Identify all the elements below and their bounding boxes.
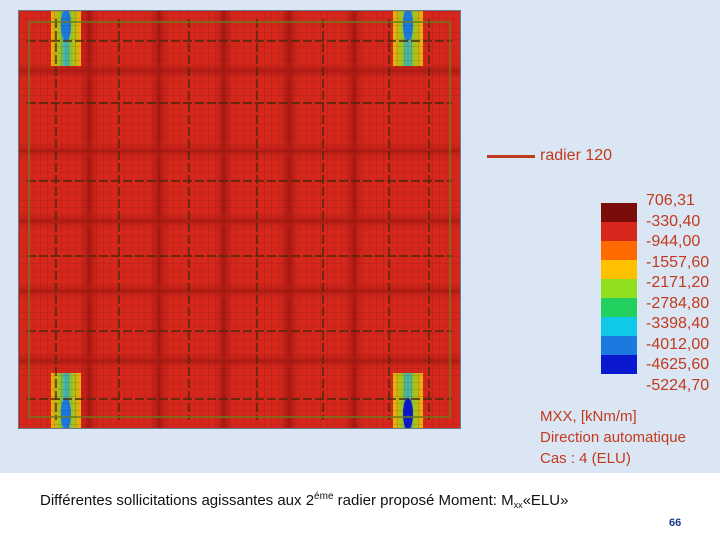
color-scale — [601, 203, 637, 374]
result-info: MXX, [kNm/m] Direction automatique Cas :… — [540, 406, 686, 469]
scale-swatch — [601, 241, 637, 260]
scale-value: -4625,60 — [646, 356, 710, 373]
legend-line-swatch — [487, 155, 535, 158]
scale-value: -330,40 — [646, 212, 701, 230]
scale-value: -1557,60 — [646, 253, 710, 271]
load-case: Cas : 4 (ELU) — [540, 450, 631, 467]
beam-lines — [27, 19, 452, 420]
model-viewport: radier 120 706,31 -330,40 -944,00 -1557,60 -… — [0, 0, 720, 473]
moment-map-plate — [18, 10, 461, 429]
scale-swatch — [601, 317, 637, 336]
color-scale-values: 706,31 -330,40 -944,00 -1557,60 -2171,20 -278… — [646, 191, 709, 396]
finite-element-mesh — [19, 11, 460, 428]
scale-swatch — [601, 222, 637, 241]
scale-value: -944,00 — [646, 233, 701, 250]
scale-value: -3398,40 — [646, 315, 710, 332]
scale-value: 706,31 — [646, 192, 695, 209]
page-number: 66 — [669, 517, 682, 529]
scale-swatch — [601, 260, 637, 279]
slab-outline — [28, 21, 451, 418]
scale-swatch — [601, 203, 637, 222]
scale-swatch — [601, 355, 637, 374]
legend-title: radier 120 — [540, 147, 613, 164]
result-quantity: MXX, [kNm/m] — [540, 408, 637, 425]
scale-value: -2171,20 — [646, 274, 710, 291]
scale-swatch — [601, 336, 637, 355]
scale-swatch — [601, 279, 637, 298]
result-direction: Direction automatique — [540, 429, 686, 446]
scale-swatch — [601, 298, 637, 317]
moment-contour-map — [19, 11, 460, 428]
scale-value: -2784,80 — [646, 294, 710, 312]
scale-value: -4012,00 — [646, 335, 710, 353]
scale-value: -5224,70 — [646, 376, 710, 394]
figure-caption: Différentes sollicitations agissantes au… — [40, 491, 569, 510]
